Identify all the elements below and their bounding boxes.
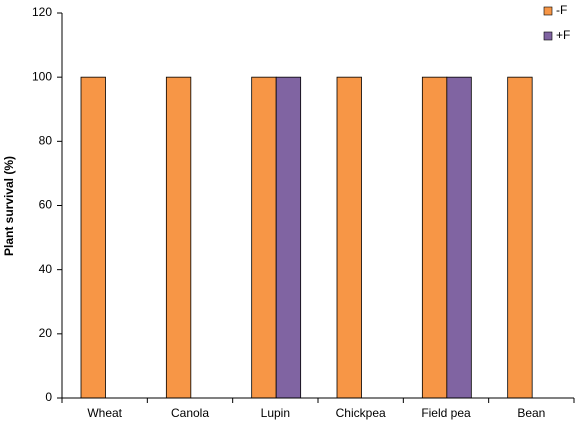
bar bbox=[165, 76, 192, 399]
legend-swatch bbox=[543, 6, 553, 16]
x-tick-label: Field pea bbox=[421, 406, 471, 420]
bar bbox=[446, 76, 472, 399]
bar bbox=[80, 76, 106, 399]
legend-swatch bbox=[543, 31, 553, 41]
x-tick-label: Wheat bbox=[87, 406, 122, 420]
y-tick-label: 120 bbox=[32, 5, 52, 19]
bar bbox=[251, 76, 277, 399]
x-tick-label: Canola bbox=[171, 406, 209, 420]
y-tick-label: 80 bbox=[39, 134, 53, 148]
bar bbox=[336, 76, 362, 399]
bar bbox=[421, 76, 448, 399]
x-tick-label: Lupin bbox=[261, 406, 290, 420]
legend-label: -F bbox=[556, 3, 567, 17]
legend-label: +F bbox=[556, 28, 570, 42]
bar bbox=[507, 76, 533, 399]
y-axis-label: Plant survival (%) bbox=[2, 156, 16, 256]
x-tick-label: Bean bbox=[517, 406, 545, 420]
y-tick-label: 20 bbox=[39, 326, 53, 340]
bar bbox=[275, 76, 302, 399]
y-tick-label: 100 bbox=[32, 69, 52, 83]
y-tick-label: 0 bbox=[45, 390, 52, 404]
x-tick-label: Chickpea bbox=[336, 406, 386, 420]
y-tick-label: 60 bbox=[39, 198, 53, 212]
y-tick-label: 40 bbox=[39, 262, 53, 276]
